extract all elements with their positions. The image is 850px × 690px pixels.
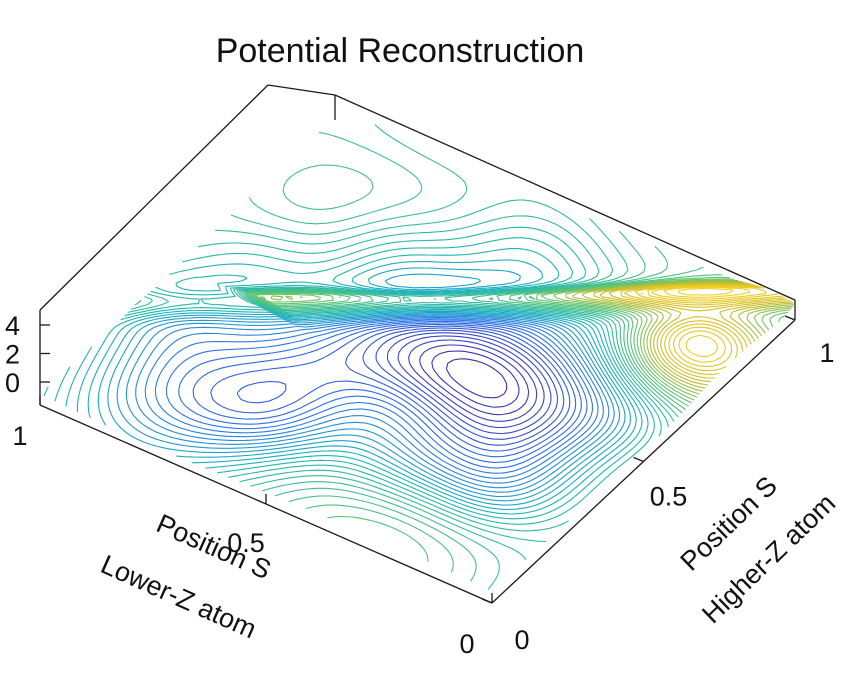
contour-level-28 xyxy=(241,131,679,590)
contour-level-15 xyxy=(144,316,604,484)
contour-level-31 xyxy=(248,274,723,562)
contour-level-4 xyxy=(408,339,538,422)
contour-level-9 xyxy=(236,325,571,452)
contour-level-21 xyxy=(87,259,637,510)
contour-level-13 xyxy=(165,319,594,474)
contour-level-45 xyxy=(651,286,767,358)
chart-title: Potential Reconstruction xyxy=(216,32,585,70)
contour-level-8 xyxy=(362,327,565,446)
contour-level-5 xyxy=(397,335,545,429)
contour-level-10 xyxy=(210,323,577,458)
contour-level-23 xyxy=(65,237,649,520)
contour-level-29 xyxy=(243,164,683,582)
z-tick-label: 4 xyxy=(5,311,20,341)
contour-level-24 xyxy=(54,226,655,525)
x-tick-label: 1 xyxy=(12,421,27,451)
y-axis-label-line2: Higher-Z atom xyxy=(696,488,841,629)
contour-level-43 xyxy=(634,284,783,368)
contour-level-19 xyxy=(107,273,626,502)
contour-level-22 xyxy=(76,248,643,515)
contour-level-20 xyxy=(97,267,632,506)
z-tick-label: 0 xyxy=(5,368,20,398)
y-tick-mark-0 xyxy=(481,598,493,604)
contour-level-33 xyxy=(254,278,789,401)
contour-level-26 xyxy=(130,199,669,543)
contour-level-46 xyxy=(663,286,751,298)
contour-level-14 xyxy=(154,318,599,479)
contour-level-35 xyxy=(565,280,792,395)
contour-level-11 xyxy=(192,322,582,464)
contour-level-7 xyxy=(375,329,559,440)
y-tick-mark-2 xyxy=(784,315,796,321)
contour-level-30 xyxy=(246,266,704,573)
y-tick-label: 1 xyxy=(819,338,834,368)
contour-level-16 xyxy=(135,315,610,489)
contour-level-6 xyxy=(386,332,552,435)
contour-level-38 xyxy=(593,282,794,386)
contour-level-12 xyxy=(178,320,588,469)
contour-level-1 xyxy=(445,358,508,399)
x-tick-label: 0 xyxy=(459,629,474,659)
box-edge-back-left xyxy=(267,84,336,96)
y-tick-mark-1 xyxy=(633,456,644,463)
contour-level-27 xyxy=(134,124,675,561)
contour-level-3 xyxy=(419,344,530,416)
x-tick-label: 0.5 xyxy=(227,528,265,558)
contour-level-32 xyxy=(251,276,785,404)
y-tick-label: 0 xyxy=(514,625,529,655)
contour-level-2 xyxy=(431,350,520,408)
z-tick-label: 2 xyxy=(5,340,20,370)
box-edge-left-top xyxy=(39,84,269,311)
y-tick-label: 0.5 xyxy=(650,482,688,512)
contour-lines xyxy=(43,124,795,590)
contour-level-18 xyxy=(116,313,621,498)
plot-box xyxy=(39,84,796,604)
box-edge-back-right xyxy=(334,94,796,301)
contour-level-25 xyxy=(43,215,662,532)
contour-level-47 xyxy=(677,287,734,296)
contour-level-17 xyxy=(125,314,615,493)
